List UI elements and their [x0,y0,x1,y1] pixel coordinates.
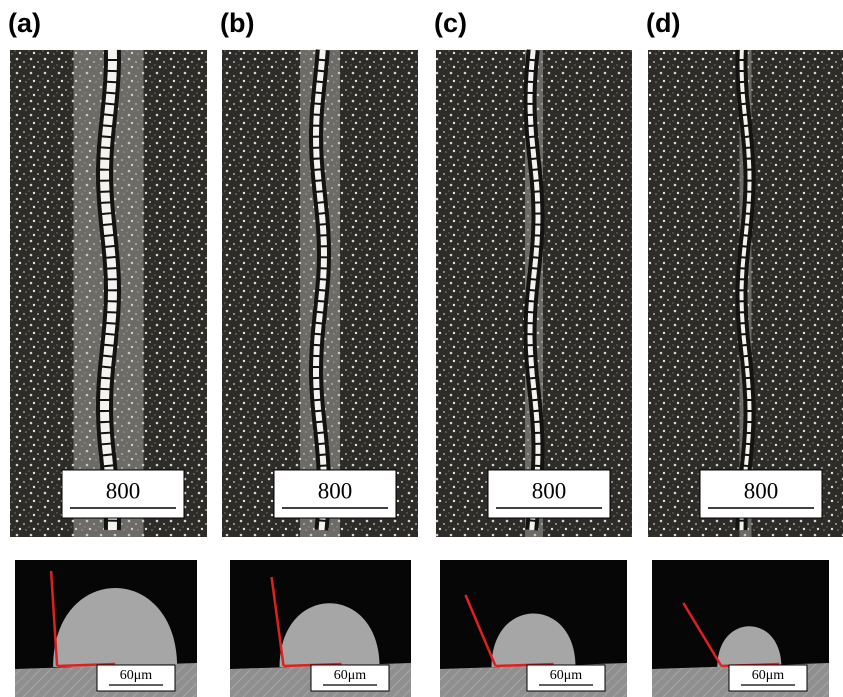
panel-label: (a) [8,8,41,38]
panel-label: (b) [220,8,254,38]
scale-label: 800 [318,478,353,503]
scale-label: 60μm [334,668,367,683]
scale-label: 800 [532,478,567,503]
scale-label: 60μm [120,668,153,683]
panel-label: (c) [434,8,467,38]
scale-label: 60μm [752,668,785,683]
panel-label: (d) [646,8,680,38]
figure: (a) 800 60μm (b) 800 60μm (c) 800 60μm (d) 800 60μm [0,0,843,697]
scale-label: 800 [744,478,779,503]
scale-label: 60μm [550,668,583,683]
scale-label: 800 [106,478,141,503]
